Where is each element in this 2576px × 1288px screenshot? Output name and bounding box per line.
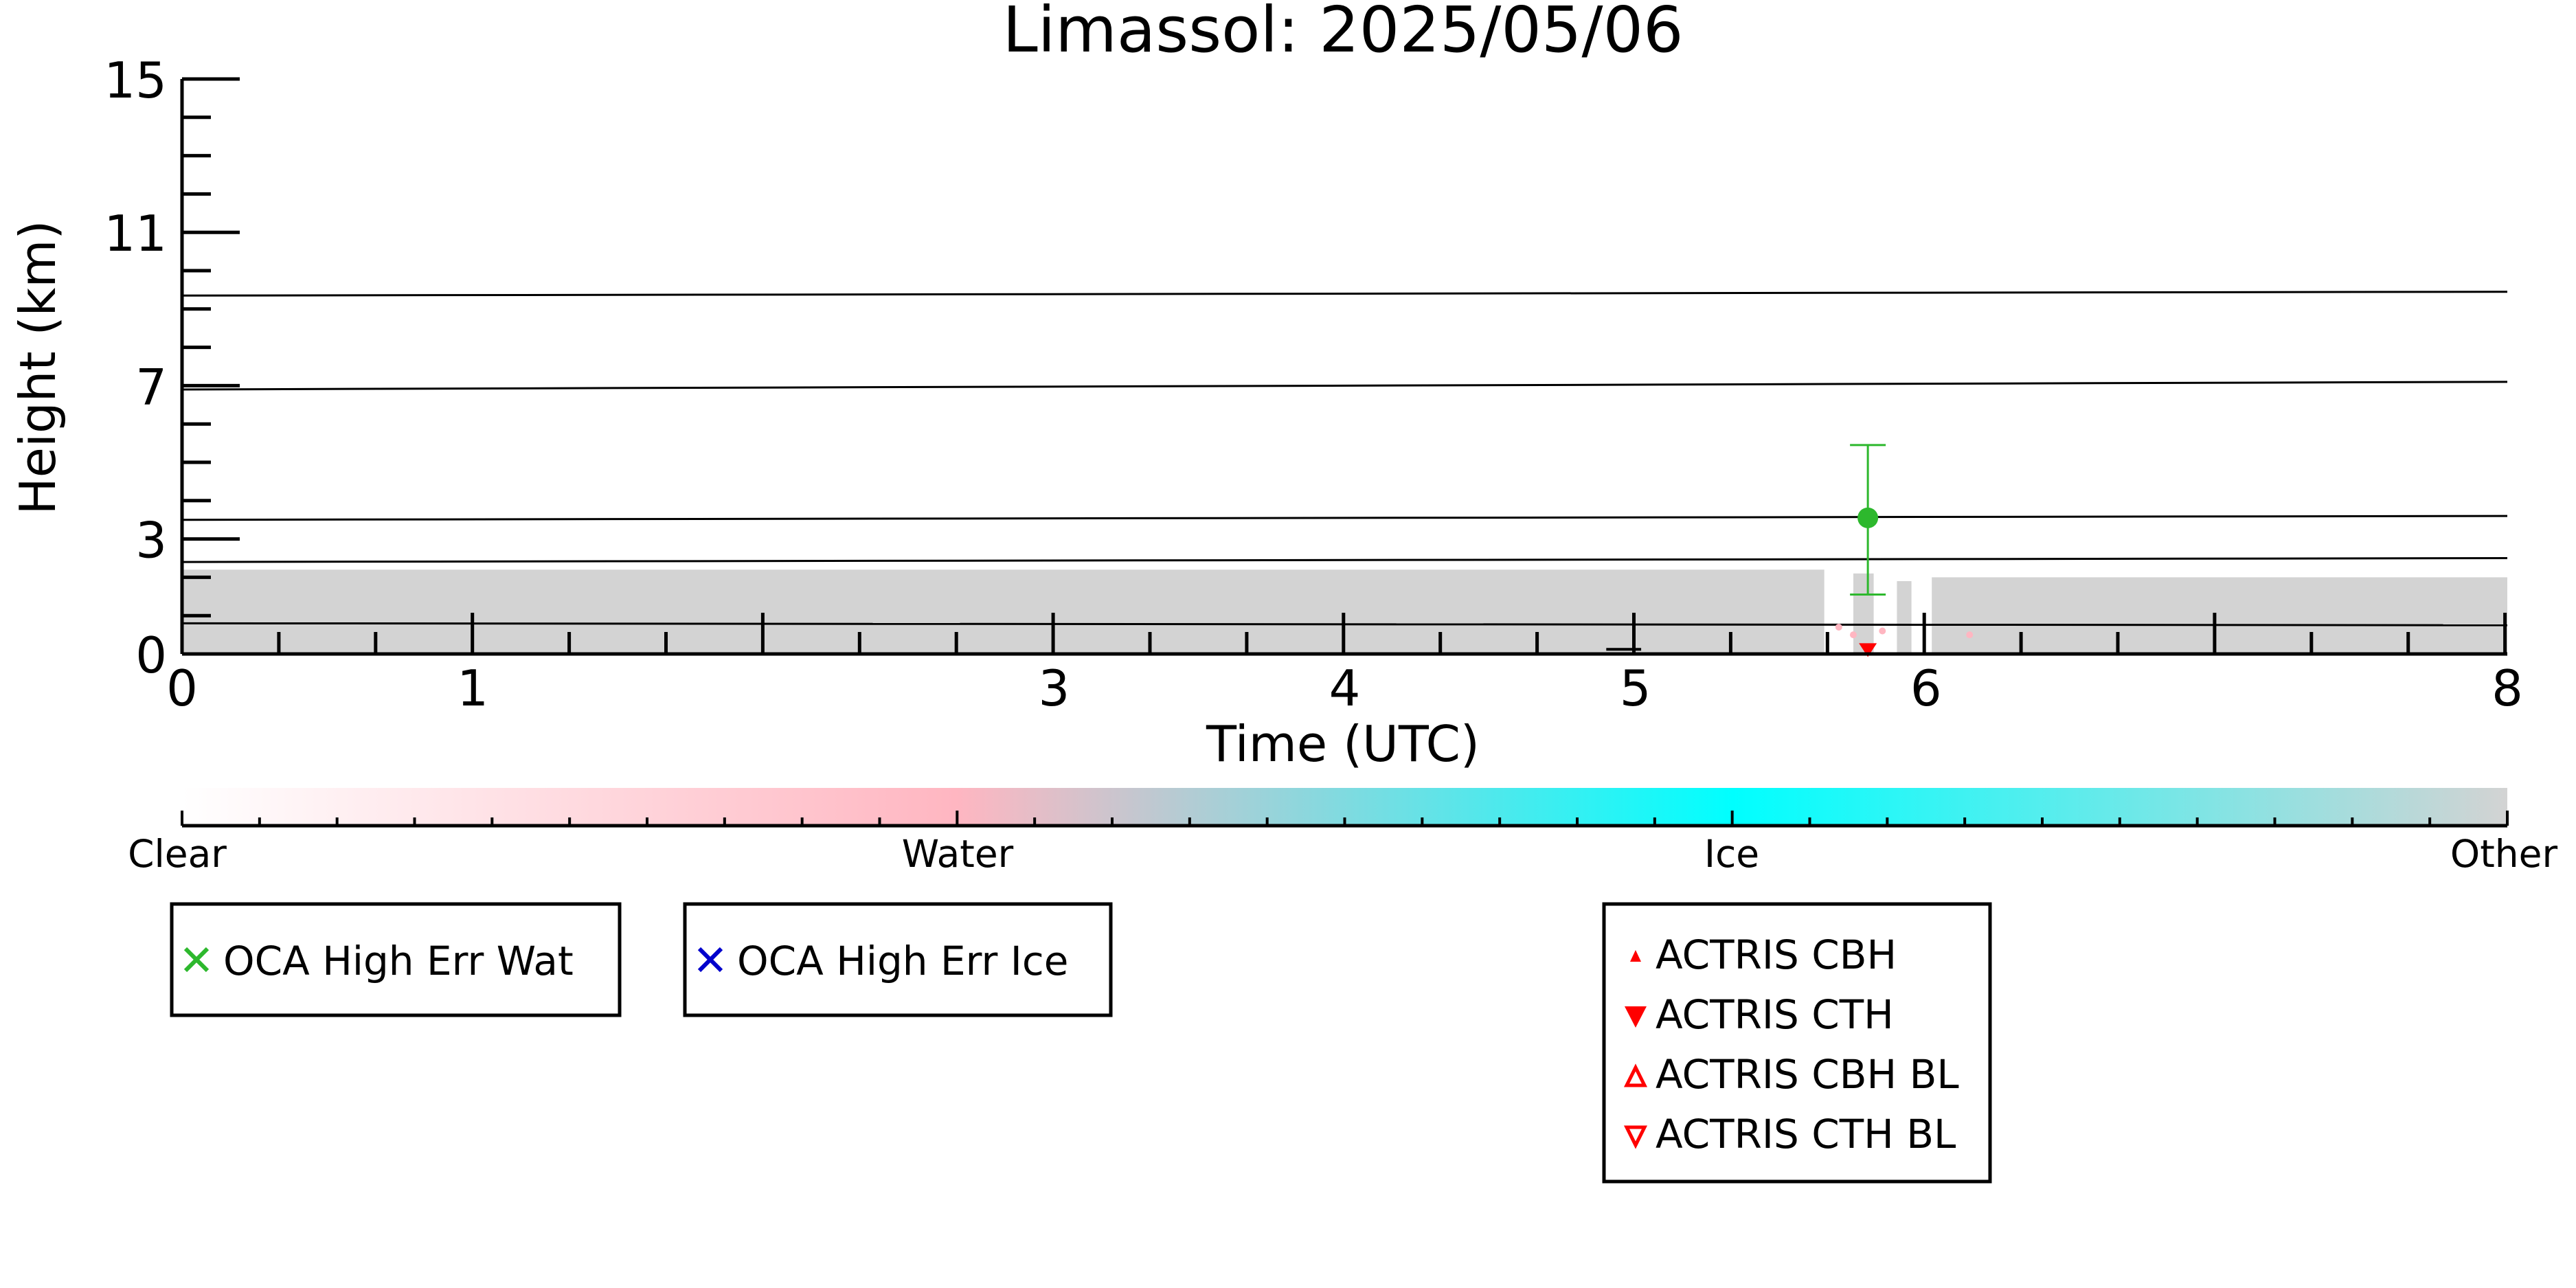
y-tick-label-0: 0 xyxy=(135,626,167,684)
x-tick-label-2: 3 xyxy=(1038,659,1070,717)
y-tick-label-1: 3 xyxy=(135,512,167,569)
colorbar-label-other: Other xyxy=(2450,832,2558,876)
legend-label-oca-high-err-ice: OCA High Err Ice xyxy=(737,938,1068,984)
x-tick-label-3: 4 xyxy=(1329,659,1361,717)
actris-cbh-bl-triangle-up-open-icon xyxy=(1623,1063,1648,1087)
x-axis-label: Time (UTC) xyxy=(1206,715,1480,773)
legend-label-actris-cbh: ACTRIS CBH xyxy=(1656,931,1897,978)
actris-cbh-triangle-up-icon xyxy=(1630,950,1641,962)
oca-water-point xyxy=(1857,507,1879,528)
colorbar: Clear Water Ice Other xyxy=(128,788,2557,876)
legend-label-oca-high-err-wat: OCA High Err Wat xyxy=(223,938,574,984)
level-line-3 xyxy=(181,381,2508,391)
legend-label-actris-cbh-bl: ACTRIS CBH BL xyxy=(1656,1051,1959,1098)
x-tick-label-1: 1 xyxy=(457,659,488,717)
water-point-2 xyxy=(1879,627,1886,635)
colorbar-label-ice: Ice xyxy=(1704,832,1759,876)
x-tick-label-0: 0 xyxy=(166,659,198,717)
band-segment-0 xyxy=(182,569,1824,654)
x-tick-label-6: 8 xyxy=(2492,659,2523,717)
level-line-1 xyxy=(181,557,2508,563)
x-tick-label-4: 5 xyxy=(1620,659,1651,717)
legend-actris-frame xyxy=(1602,902,1992,1184)
y-axis-label: Height (km) xyxy=(9,221,67,515)
chart-title: Limassol: 2025/05/06 xyxy=(1002,0,1683,67)
legend-label-actris-cth: ACTRIS CTH xyxy=(1656,991,1894,1038)
legend-label-actris-cth-bl: ACTRIS CTH BL xyxy=(1656,1111,1956,1157)
oca-ice-x-icon xyxy=(697,947,723,973)
x-tick-label-5: 6 xyxy=(1910,659,1942,717)
level-line-4 xyxy=(181,291,2508,297)
legend-oca-ice: OCA High Err Ice xyxy=(683,902,1113,1017)
band-segment-3 xyxy=(1932,577,2507,654)
actris-cth-bl-triangle-down-open-icon xyxy=(1623,1125,1648,1149)
band-segment-2 xyxy=(1897,580,1912,654)
actris-cth-triangle-down-icon xyxy=(1625,1006,1647,1028)
actris-cth-point xyxy=(1859,643,1877,657)
y-tick-label-3: 11 xyxy=(104,205,167,262)
level-line-2 xyxy=(181,515,2508,521)
plot-area xyxy=(181,291,2508,657)
legend-oca-ice-frame xyxy=(683,902,1113,1017)
legend-oca-water-frame xyxy=(170,902,622,1017)
band-segment-1 xyxy=(1853,573,1874,654)
oca-water-x-icon xyxy=(183,947,210,973)
water-point-1 xyxy=(1849,631,1857,639)
legend-actris: ACTRIS CBH ACTRIS CTH ACTRIS CBH BL ACTR… xyxy=(1602,902,1992,1184)
legend-oca-water: OCA High Err Wat xyxy=(170,902,622,1017)
y-tick-label-4: 15 xyxy=(104,52,167,109)
water-point-0 xyxy=(1835,623,1842,631)
y-tick-label-2: 7 xyxy=(135,358,167,416)
colorbar-label-clear: Clear xyxy=(128,832,227,876)
colorbar-label-water: Water xyxy=(902,832,1014,876)
water-point-3 xyxy=(1966,631,1974,639)
axes: 0 3 7 11 15 0 1 3 4 5 6 8 xyxy=(104,52,2523,717)
